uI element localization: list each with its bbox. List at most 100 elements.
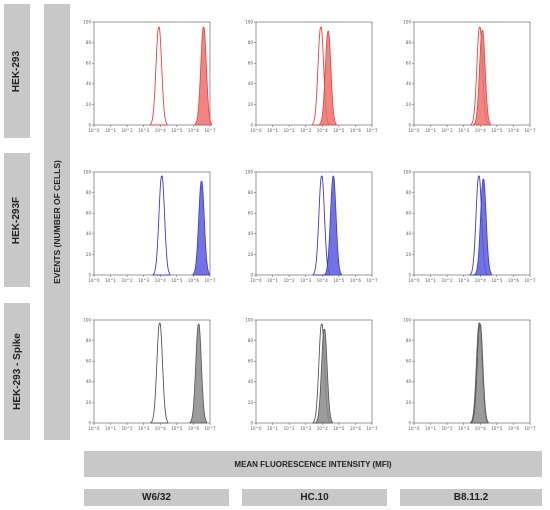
column-label-bar-b8112: B8.11.2 [400, 489, 542, 506]
control-histogram [312, 175, 331, 276]
x-tick-label: 10^6 [350, 426, 361, 431]
x-tick-label: 10^5 [171, 128, 182, 133]
x-tick-label: 10^3 [138, 426, 149, 431]
x-tick-label: 10^4 [155, 426, 166, 431]
y-tick-label: 60 [86, 359, 92, 364]
panel-frame [255, 171, 373, 276]
histogram-panel: 0 20 40 60 80 100 10^0 10^1 10^2 10^3 10^4 10^5 10^6… [245, 317, 378, 431]
x-tick-label: 10^4 [317, 278, 328, 283]
x-tick-label: 10^4 [317, 426, 328, 431]
y-tick-label: 0 [88, 420, 91, 425]
panel-frame [255, 319, 373, 424]
x-tick-label: 10^6 [350, 278, 361, 283]
x-tick-label: 10^4 [317, 128, 328, 133]
y-tick-label: 0 [88, 272, 91, 277]
y-tick-label: 80 [86, 40, 92, 45]
y-tick-label: 40 [248, 379, 254, 384]
x-tick-label: 10^1 [105, 128, 116, 133]
x-tick-label: 10^0 [251, 426, 262, 431]
x-tick-label: 10^6 [188, 128, 199, 133]
x-tick-label: 10^7 [367, 278, 378, 283]
y-tick-label: 20 [248, 102, 254, 107]
x-tick-label: 10^7 [525, 278, 536, 283]
y-tick-label: 0 [250, 272, 253, 277]
panel-frame [413, 21, 531, 126]
x-tick-label: 10^6 [188, 278, 199, 283]
stained-histogram [474, 178, 492, 276]
control-histogram [149, 26, 168, 126]
stained-histogram [324, 175, 342, 276]
y-tick-label: 100 [403, 169, 411, 174]
x-tick-label: 10^6 [508, 278, 519, 283]
panel-frame [413, 319, 531, 424]
panel-frame [93, 21, 211, 126]
y-tick-label: 40 [248, 81, 254, 86]
x-tick-label: 10^1 [267, 426, 278, 431]
y-tick-label: 80 [248, 40, 254, 45]
y-tick-label: 60 [406, 61, 412, 66]
y-tick-label: 20 [248, 400, 254, 405]
histogram-panel: 0 20 40 60 80 100 10^0 10^1 10^2 10^3 10^4 10^5 10^6… [403, 317, 536, 431]
y-tick-label: 100 [83, 19, 91, 24]
stained-histogram [473, 29, 491, 126]
y-tick-label: 60 [248, 211, 254, 216]
y-tick-label: 40 [406, 231, 412, 236]
histogram-panel: 0 20 40 60 80 100 10^0 10^1 10^2 10^3 10^4 10^5 10^6… [245, 169, 378, 283]
y-tick-label: 80 [248, 190, 254, 195]
x-tick-label: 10^6 [350, 128, 361, 133]
y-tick-label: 20 [86, 400, 92, 405]
x-tick-label: 10^5 [491, 128, 502, 133]
x-tick-label: 10^1 [105, 426, 116, 431]
column-label-b8112: B8.11.2 [453, 492, 489, 503]
x-tick-label: 10^7 [367, 128, 378, 133]
control-histogram [150, 322, 169, 424]
y-tick-label: 40 [406, 379, 412, 384]
stained-histogram [192, 180, 210, 276]
x-tick-label: 10^3 [138, 278, 149, 283]
histogram-panel: 0 20 40 60 80 100 10^0 10^1 10^2 10^3 10^4 10^5 10^6… [83, 317, 216, 431]
x-tick-label: 10^5 [333, 426, 344, 431]
x-tick-label: 10^4 [155, 278, 166, 283]
histogram-panel: 0 20 40 60 80 100 10^0 10^1 10^2 10^3 10^4 10^5 10^6… [403, 169, 536, 283]
column-label-bar-w632: W6/32 [84, 489, 229, 506]
x-tick-label: 10^6 [188, 426, 199, 431]
x-axis-label: MEAN FLUORESCENCE INTENSITY (MFI) [234, 459, 392, 469]
x-tick-label: 10^0 [409, 128, 420, 133]
x-tick-label: 10^4 [475, 128, 486, 133]
x-tick-label: 10^5 [171, 278, 182, 283]
y-tick-label: 80 [406, 338, 412, 343]
y-tick-label: 80 [406, 40, 412, 45]
x-tick-label: 10^7 [205, 278, 216, 283]
x-tick-label: 10^7 [205, 426, 216, 431]
y-tick-label: 20 [248, 252, 254, 257]
y-tick-label: 80 [248, 338, 254, 343]
y-tick-label: 100 [83, 317, 91, 322]
y-tick-label: 60 [248, 359, 254, 364]
x-tick-label: 10^6 [508, 426, 519, 431]
x-tick-label: 10^0 [409, 278, 420, 283]
x-tick-label: 10^2 [284, 128, 295, 133]
x-tick-label: 10^6 [508, 128, 519, 133]
y-tick-label: 60 [86, 61, 92, 66]
panel-frame [93, 319, 211, 424]
x-tick-label: 10^1 [105, 278, 116, 283]
x-tick-label: 10^2 [442, 278, 453, 283]
y-tick-label: 100 [245, 317, 253, 322]
y-tick-label: 100 [83, 169, 91, 174]
y-tick-label: 20 [86, 252, 92, 257]
y-tick-label: 80 [406, 190, 412, 195]
x-tick-label: 10^0 [409, 426, 420, 431]
stained-histogram [315, 328, 333, 424]
y-tick-label: 0 [408, 122, 411, 127]
y-tick-label: 0 [250, 122, 253, 127]
x-tick-label: 10^5 [333, 128, 344, 133]
x-tick-label: 10^1 [267, 278, 278, 283]
y-tick-label: 0 [408, 272, 411, 277]
y-tick-label: 40 [86, 81, 92, 86]
stained-histogram [319, 30, 337, 126]
x-tick-label: 10^1 [425, 278, 436, 283]
x-tick-label: 10^7 [525, 128, 536, 133]
x-tick-label: 10^7 [525, 426, 536, 431]
x-tick-label: 10^3 [300, 426, 311, 431]
x-tick-label: 10^1 [267, 128, 278, 133]
